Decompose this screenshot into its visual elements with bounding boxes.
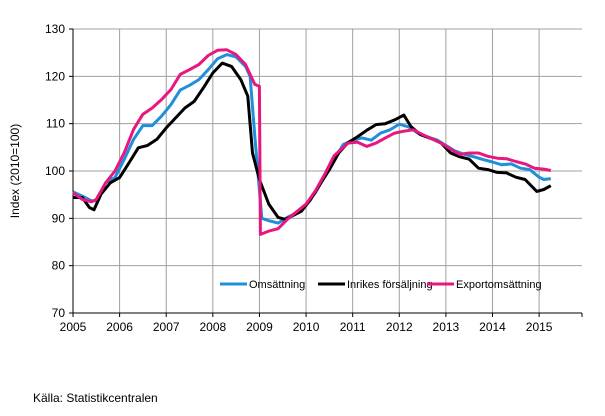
series-line-exportomsättning: [72, 48, 552, 236]
x-tick-label: 2009: [246, 320, 273, 334]
y-axis-label: Index (2010=100): [8, 124, 22, 218]
y-tick-label: 100: [45, 164, 65, 178]
x-tick-label: 2014: [479, 320, 506, 334]
y-tick-label: 70: [52, 306, 66, 320]
y-tick-label: 130: [45, 22, 65, 36]
x-tick-label: 2006: [106, 320, 133, 334]
x-tick-label: 2012: [386, 320, 413, 334]
legend-label: Omsättning: [249, 279, 305, 291]
y-tick-label: 120: [45, 69, 65, 83]
legend: Omsättning Inrikes försäljning Exportomsät…: [220, 279, 542, 291]
y-tick-label: 80: [52, 259, 66, 273]
y-tick-label: 90: [52, 211, 66, 225]
x-tick-label: 2007: [153, 320, 180, 334]
series-lines: [72, 48, 552, 236]
y-tick-label: 110: [46, 117, 65, 131]
x-tick-label: 2011: [340, 320, 366, 334]
legend-label: Inrikes försäljning: [347, 279, 433, 291]
series-line-inrikes-försäljning: [73, 61, 552, 221]
legend-label: Exportomsättning: [456, 279, 542, 291]
gridlines: [73, 28, 582, 313]
source-note: Källa: Statistikcentralen: [33, 391, 158, 405]
x-tick-label: 2005: [60, 320, 87, 334]
x-tick-label: 2008: [199, 320, 226, 334]
x-tick-label: 2013: [433, 320, 460, 334]
x-tick-label: 2015: [526, 320, 553, 334]
axes: 70 80 90 100 110 120 130 2005 2006 2007 2008 2009 20…: [45, 22, 583, 334]
x-tick-label: 2010: [293, 320, 320, 334]
